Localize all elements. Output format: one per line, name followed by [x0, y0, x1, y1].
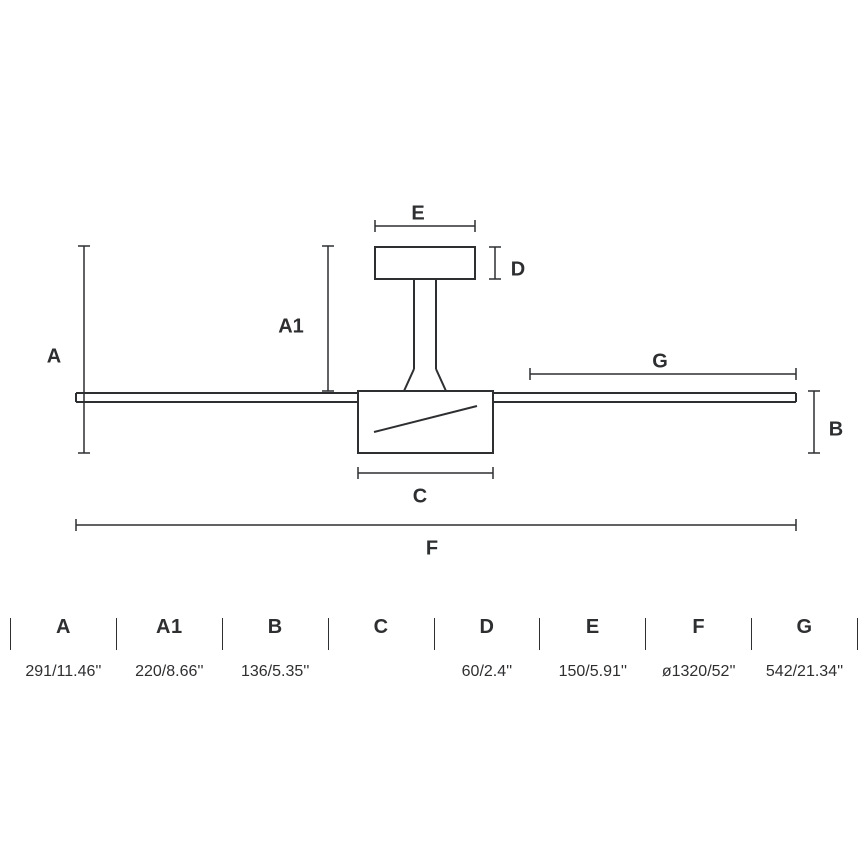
table-value: 291/11.46'' — [25, 663, 101, 681]
table-column-D: D 60/2.4'' — [435, 616, 540, 681]
table-header: A — [56, 616, 71, 639]
table-header: B — [268, 616, 283, 639]
technical-drawing: A A1 E D G B C F — [0, 0, 868, 600]
table-column-A: A 291/11.46'' — [11, 616, 116, 681]
table-header: D — [479, 616, 494, 639]
table-value: 542/21.34'' — [766, 663, 843, 681]
table-header: E — [586, 616, 600, 639]
table-value: ø1320/52'' — [662, 663, 736, 681]
table-column-E: E 150/5.91'' — [540, 616, 645, 681]
table-column-F: Fø1320/52'' — [646, 616, 751, 681]
table-column-B: B 136/5.35'' — [223, 616, 328, 681]
svg-text:A1: A1 — [278, 315, 304, 337]
table-value: 136/5.35'' — [241, 663, 309, 681]
table-column-C: C — [329, 616, 434, 681]
table-value: 150/5.91'' — [559, 663, 627, 681]
table-header: F — [692, 616, 705, 639]
table-header: C — [374, 616, 389, 639]
table-value: 220/8.66'' — [135, 663, 203, 681]
svg-text:B: B — [829, 418, 843, 440]
svg-text:A: A — [47, 345, 61, 367]
diagram-canvas: A A1 E D G B C F A 291/11.46'' A1 220/8.66'' B 136/5… — [0, 0, 868, 868]
svg-text:F: F — [426, 537, 438, 559]
table-separator — [857, 618, 858, 650]
svg-text:G: G — [652, 350, 668, 372]
svg-text:C: C — [413, 485, 427, 507]
table-header: G — [797, 616, 813, 639]
table-value: 60/2.4'' — [462, 663, 513, 681]
svg-text:D: D — [511, 258, 525, 280]
table-column-A1: A1 220/8.66'' — [117, 616, 222, 681]
measurements-table: A 291/11.46'' A1 220/8.66'' B 136/5.35'' C D 60/… — [10, 616, 858, 681]
svg-text:E: E — [411, 202, 424, 224]
table-header: A1 — [156, 616, 183, 639]
table-column-G: G 542/21.34'' — [752, 616, 857, 681]
